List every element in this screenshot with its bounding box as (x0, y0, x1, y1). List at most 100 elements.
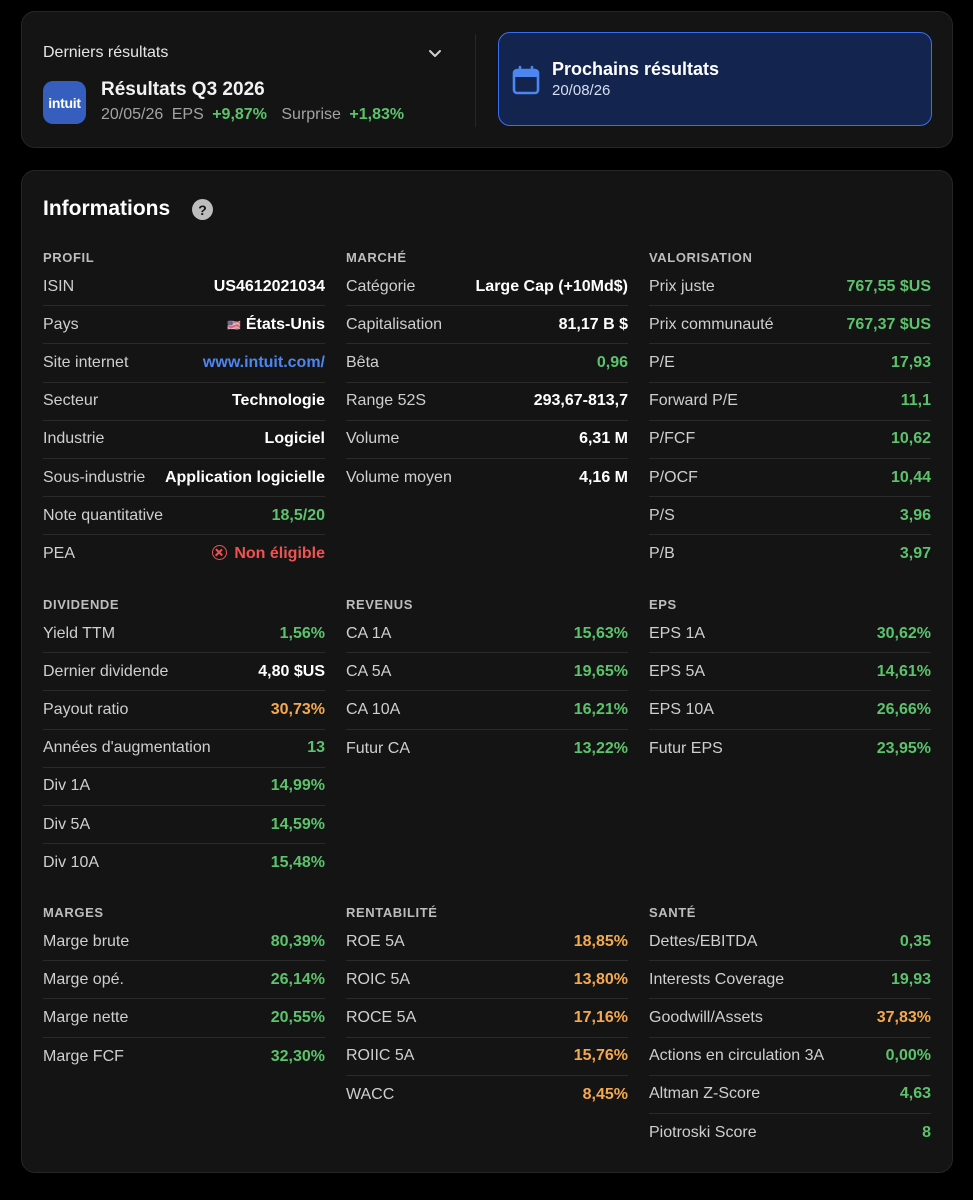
metric-label: P/B (649, 545, 675, 563)
metric-label: ROIC 5A (346, 970, 411, 988)
metric-label: Pays (43, 315, 79, 333)
metric-label: EPS 1A (649, 624, 706, 642)
metric-value-text: 3,97 (899, 545, 931, 563)
metric-label: Yield TTM (43, 624, 116, 642)
metric-value-text: 0,96 (596, 353, 628, 371)
metric-row: PEA Non éligible (43, 535, 325, 573)
metric-value[interactable]: www.intuit.com/ (203, 354, 325, 372)
metric-value: 18,5/20 (272, 507, 325, 525)
metric-row: Secteur Technologie (43, 383, 325, 421)
metric-value: 81,17 B $ (559, 316, 628, 334)
metric-value-text: 20,55% (270, 1008, 325, 1026)
metric-value: 0,35 (900, 933, 931, 951)
metric-value-text: 4,63 (899, 1085, 931, 1103)
metric-value: 19,93 (891, 971, 931, 989)
metric-value: 4,80 $US (258, 663, 325, 681)
results-title: Résultats Q3 2026 (101, 79, 265, 100)
section-header: MARGES (43, 905, 104, 920)
metric-label: Marge FCF (43, 1047, 124, 1065)
metric-value-text: 10,62 (890, 430, 931, 448)
metric-value-text: 4,80 $US (258, 662, 325, 680)
metric-value-text: Technologie (231, 392, 325, 410)
section-dividende: DIVIDENDE Yield TTM 1,56% Dernier dividende… (43, 594, 325, 882)
metric-row: Industrie Logiciel (43, 421, 325, 459)
metric-row: Futur EPS 23,95% (649, 730, 931, 768)
metric-label: P/E (649, 353, 675, 371)
metric-label: Site internet (43, 353, 129, 371)
metric-value-text: 11,1 (900, 392, 931, 410)
metric-value: 37,83% (877, 1009, 931, 1027)
metric-label: Années d'augmentation (43, 739, 211, 757)
metric-label: Piotroski Score (649, 1124, 757, 1142)
metric-row: EPS 10A 26,66% (649, 691, 931, 730)
metric-row: ROE 5A 18,85% (346, 923, 628, 962)
metric-label: Interests Coverage (649, 970, 785, 988)
metric-value-text: 26,66% (876, 700, 931, 718)
metric-value: 4,63 (900, 1085, 931, 1103)
metric-value: 15,48% (271, 854, 325, 872)
metric-value: 15,76% (574, 1047, 628, 1065)
metric-row: Div 1A 14,99% (43, 768, 325, 806)
metric-row: Années d'augmentation 13 (43, 730, 325, 768)
section-header: SANTÉ (649, 905, 697, 920)
help-icon[interactable]: ? (192, 199, 213, 220)
divider (475, 34, 476, 127)
metric-value-text: 19,93 (890, 970, 931, 988)
metric-row: Marge brute 80,39% (43, 923, 325, 962)
metric-label: Volume (346, 430, 400, 448)
metric-label: Forward P/E (649, 392, 738, 410)
metric-row: P/E 17,93 (649, 344, 931, 383)
section-header: DIVIDENDE (43, 597, 120, 612)
metric-value: 19,65% (574, 663, 628, 681)
section-sante: SANTÉ Dettes/EBITDA 0,35 Interests Coverage… (649, 902, 931, 1152)
metric-row: ISIN US4612021034 (43, 268, 325, 307)
section-marche: MARCHÉ Catégorie Large Cap (+10Md$) Capital… (346, 247, 628, 497)
metric-value: 20,55% (271, 1009, 325, 1027)
calendar-icon (512, 65, 540, 95)
metric-value: 16,21% (574, 701, 628, 719)
metric-value: 13,80% (574, 971, 628, 989)
metric-label: P/S (649, 506, 675, 524)
metric-row: Dettes/EBITDA 0,35 (649, 923, 931, 962)
metric-label: Actions en circulation 3A (649, 1047, 825, 1065)
metric-label: P/FCF (649, 430, 696, 448)
section-profil: PROFIL ISIN US4612021034 Pays 🇺🇸 États-Unis Si… (43, 247, 325, 574)
metric-label: EPS 10A (649, 700, 714, 718)
metric-value-text: 10,44 (890, 468, 931, 486)
metric-value: 293,67-813,7 (534, 392, 628, 410)
next-results-title: Prochains résultats (552, 59, 720, 79)
metric-label: Goodwill/Assets (649, 1008, 763, 1026)
metric-row: Marge opé. 26,14% (43, 961, 325, 1000)
metric-value-text: 13 (307, 739, 325, 757)
metric-row: Interests Coverage 19,93 (649, 961, 931, 1000)
next-results-button[interactable]: Prochains résultats 20/08/26 (498, 32, 932, 126)
metric-value-text: 293,67-813,7 (533, 392, 628, 410)
metric-value-text: 3,96 (899, 506, 931, 524)
metric-value-text: 18,85% (573, 932, 628, 950)
chevron-down-icon[interactable] (426, 44, 444, 62)
metric-label: Volume moyen (346, 469, 452, 487)
section-header: EPS (649, 597, 677, 612)
metric-label: Div 1A (43, 777, 91, 795)
metric-row: P/B 3,97 (649, 535, 931, 573)
metric-value-text: 4,16 M (579, 469, 628, 487)
metric-value: Non éligible (212, 545, 325, 563)
metric-label: ROCE 5A (346, 1008, 417, 1026)
metric-value-text: Application logicielle (164, 468, 325, 486)
metric-label: Sous-industrie (43, 468, 146, 486)
metric-value: 14,61% (877, 663, 931, 681)
metric-value: 11,1 (901, 392, 931, 410)
metric-value: 26,14% (271, 971, 325, 989)
metric-row: EPS 1A 30,62% (649, 615, 931, 654)
metric-value: 18,85% (574, 933, 628, 951)
metric-label: Futur EPS (649, 739, 723, 757)
section-eps: EPS EPS 1A 30,62% EPS 5A 14,61% EPS 10A 26,66%… (649, 594, 931, 768)
metric-row: Prix juste 767,55 $US (649, 268, 931, 307)
metric-row: Marge FCF 32,30% (43, 1038, 325, 1076)
metric-row: Dernier dividende 4,80 $US (43, 653, 325, 692)
metric-row: Yield TTM 1,56% (43, 615, 325, 654)
metric-row: P/FCF 10,62 (649, 421, 931, 459)
results-date: 20/05/26 (101, 106, 164, 123)
metric-label: Capitalisation (346, 315, 443, 333)
metric-value-text: 767,55 $US (846, 277, 931, 295)
